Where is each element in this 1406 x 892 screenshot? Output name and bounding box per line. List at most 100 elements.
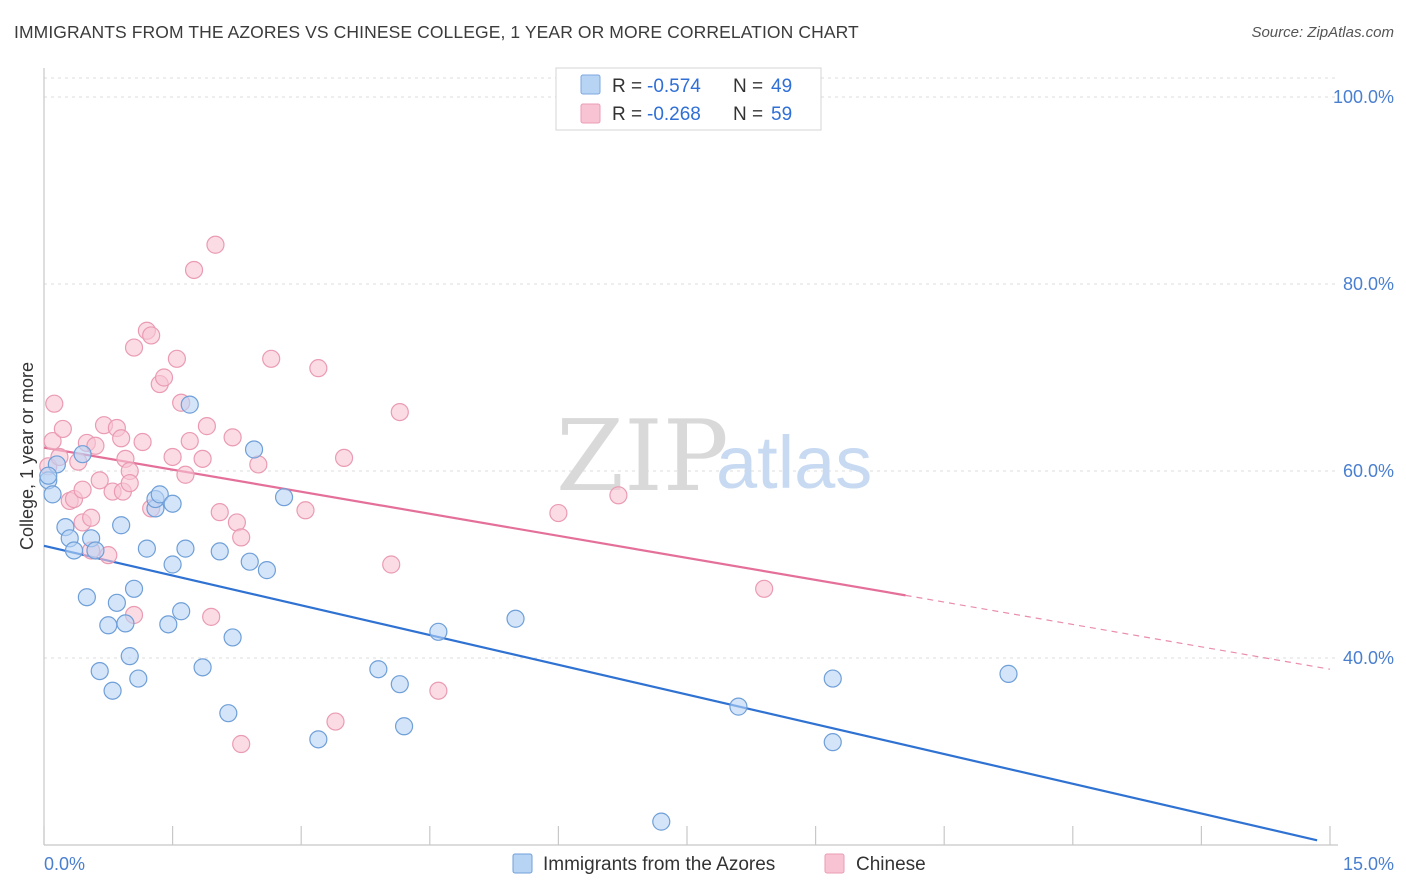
data-point-chinese [334,448,354,468]
data-point-azores [86,541,105,560]
legend-r-value-azores: -0.574 [647,76,701,97]
chart-title: IMMIGRANTS FROM THE AZORES VS CHINESE CO… [14,22,859,42]
data-point-azores [244,440,264,459]
data-point-azores [999,664,1018,683]
data-point-chinese [43,431,62,451]
data-point-chinese [429,681,448,700]
data-point-azores [309,730,328,749]
data-point-azores [120,647,139,666]
data-point-chinese [73,480,92,499]
data-point-azores [159,615,178,634]
y-axis-title: College, 1 year or more [17,362,37,550]
data-point-chinese [262,349,281,368]
y-tick-label: 60.0% [1343,461,1394,481]
data-point-azores [112,516,131,535]
bottom-legend-label-chinese: Chinese [856,854,926,875]
y-axis-tick-labels: 100.0% 80.0% 60.0% 40.0% [1333,87,1394,668]
data-point-chinese [112,429,131,448]
data-point-azores [163,494,182,513]
data-point-chinese [210,503,229,522]
data-point-azores [394,717,414,736]
trend-line-azores [43,544,1318,842]
data-point-azores [390,675,409,694]
data-point-chinese [124,338,144,357]
data-point-azores [77,588,96,607]
data-point-azores [73,445,92,464]
data-point-azores [223,628,242,647]
data-point-chinese [90,471,109,490]
legend-r-value-chinese: -0.268 [647,104,701,125]
trend-line-chinese-extension [905,594,1331,670]
data-point-chinese [184,260,204,280]
data-point-chinese [120,474,139,493]
data-point-azores [429,622,448,641]
legend-n-label: N = [733,104,763,125]
data-point-chinese [309,359,328,378]
watermark-atlas: atlas [716,421,872,504]
data-point-azores [150,485,169,504]
x-tick-label-max: 15.0% [1343,854,1394,874]
data-point-azores [99,616,118,635]
data-point-azores [506,609,525,628]
legend-n-label: N = [733,76,763,97]
y-tick-label: 80.0% [1343,274,1394,294]
data-point-chinese [133,432,152,452]
bottom-legend-swatch-azores [512,853,533,874]
legend-r-label: R = [612,104,642,125]
data-point-chinese [86,436,105,455]
data-point-chinese [142,326,161,345]
bottom-legend-swatch-chinese [824,853,845,874]
data-point-chinese [167,349,186,368]
data-point-azores [90,661,109,681]
data-point-chinese [53,419,72,439]
data-point-azores [369,660,388,679]
x-tick-label-min: 0.0% [44,854,85,874]
data-point-chinese [382,555,401,574]
data-point-chinese [206,235,225,254]
data-point-chinese [232,528,251,547]
legend-swatch-chinese [580,103,601,124]
data-point-azores [274,488,294,507]
data-point-chinese [232,734,251,754]
data-point-azores [64,541,84,560]
data-point-azores [43,485,62,504]
data-point-azores [210,542,229,561]
data-point-azores [39,466,58,485]
data-point-chinese [197,417,216,436]
watermark-zip: ZIP [556,400,729,514]
data-point-azores [257,561,277,580]
data-point-chinese [227,513,246,532]
data-point-chinese [163,447,182,467]
data-point-chinese [609,486,628,505]
data-point-chinese [176,465,195,484]
series-azores-points [39,395,1018,831]
data-point-azores [124,579,144,598]
data-point-azores [240,552,259,571]
data-point-chinese [296,501,315,520]
data-point-chinese [45,394,64,413]
data-point-azores [172,602,191,621]
y-tick-label: 100.0% [1333,87,1394,107]
data-point-chinese [390,402,409,422]
data-point-chinese [326,712,345,731]
correlation-legend: R = -0.574 N = 49 R = -0.268 N = 59 [555,67,822,131]
data-point-azores [729,697,748,716]
data-point-azores [219,704,238,723]
legend-r-label: R = [612,76,642,97]
data-point-chinese [249,455,268,474]
data-point-chinese [223,428,242,447]
data-point-chinese [154,368,174,387]
grid-lines [44,77,1338,659]
legend-n-value-chinese: 59 [771,104,792,125]
data-point-azores [180,395,199,414]
x-axis-ticks [43,826,1331,845]
bottom-legend-label-azores: Immigrants from the Azores [543,854,775,875]
data-point-azores [823,733,842,752]
data-point-chinese [82,508,101,527]
data-point-chinese [202,607,221,626]
chart-source: Source: ZipAtlas.com [1251,24,1394,41]
data-point-azores [176,539,195,558]
data-point-azores [193,658,212,677]
data-point-azores [129,669,148,688]
